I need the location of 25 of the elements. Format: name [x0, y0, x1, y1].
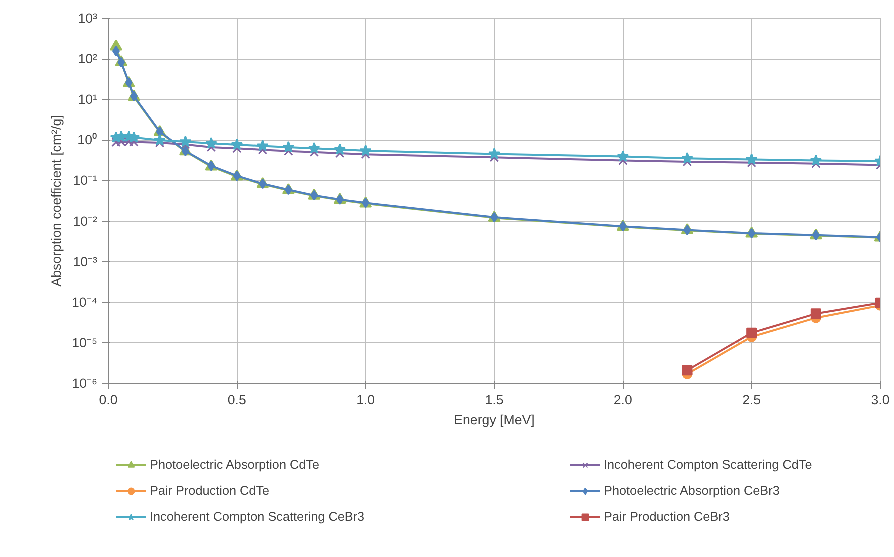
legend-label: Pair Production CdTe	[150, 483, 271, 499]
y-axis-title: Absorption coefficient [cm²/g]	[48, 115, 64, 287]
y-tick-label: 10⁻⁵	[72, 335, 98, 350]
x-tick-label: 2.5	[742, 392, 762, 408]
x-tick-label: 3.0	[871, 392, 890, 408]
y-tick-label: 10⁻³	[73, 254, 98, 270]
legend-label: Photoelectric Absorption CeBr3	[604, 483, 781, 499]
legend-label: Pair Production CeBr3	[604, 509, 731, 525]
y-tick-label: 10⁰	[78, 132, 98, 148]
x-tick-label: 1.5	[485, 392, 504, 408]
y-tick-label: 10⁻⁴	[72, 294, 98, 310]
x-tick-label: 0.5	[228, 392, 246, 408]
y-tick-label: 10⁻¹	[73, 173, 98, 188]
legend-label: Incoherent Compton Scattering CeBr3	[150, 509, 366, 525]
x-tick-label: 1.0	[356, 392, 376, 408]
y-tick-label: 10²	[78, 52, 98, 67]
y-tick-label: 10³	[78, 11, 98, 26]
x-tick-label: 0.0	[99, 392, 118, 408]
legend-label: Incoherent Compton Scattering CdTe	[604, 457, 814, 473]
x-tick-label: 2.0	[614, 392, 632, 408]
y-tick-label: 10⁻⁶	[72, 376, 98, 391]
y-tick-label: 10⁻²	[73, 214, 98, 229]
y-tick-label: 10¹	[78, 92, 98, 108]
x-axis-title: Energy [MeV]	[454, 412, 535, 428]
legend-label: Photoelectric Absorption CdTe	[150, 457, 321, 473]
